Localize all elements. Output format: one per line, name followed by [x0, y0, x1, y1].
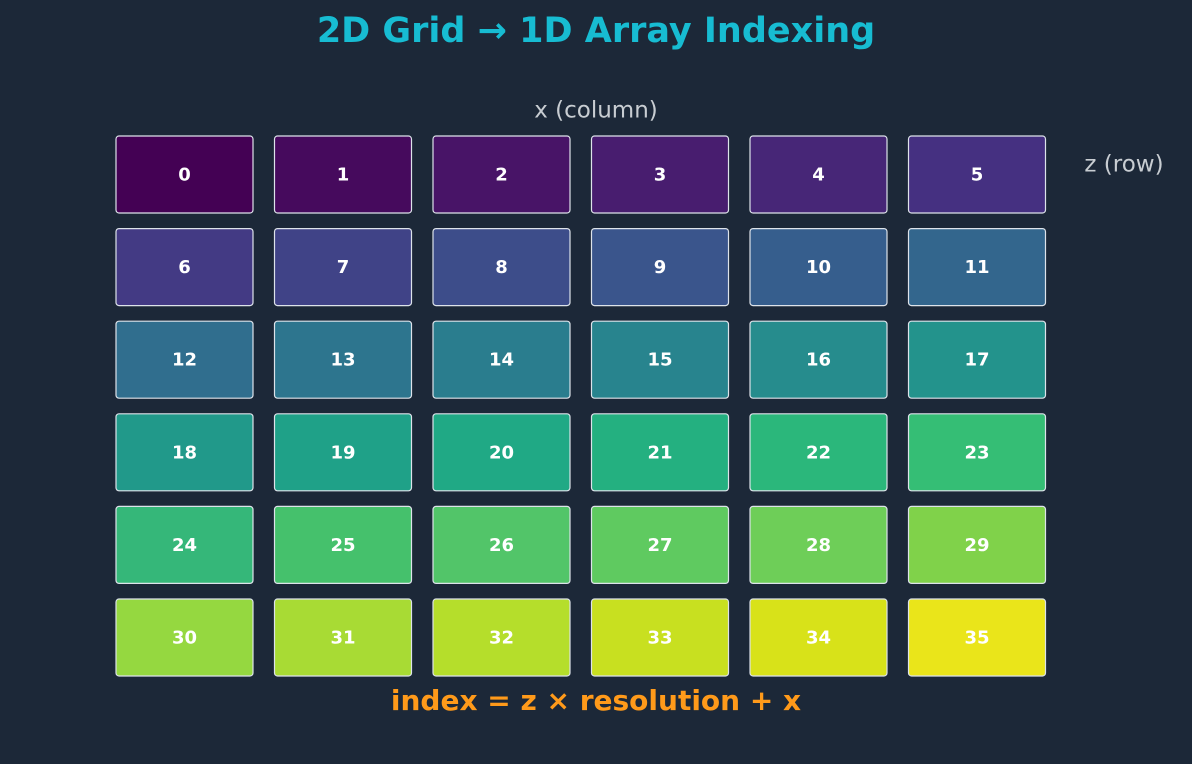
cell-index: 4: [812, 165, 825, 186]
grid-cell: [115, 413, 254, 492]
cell-index: 35: [964, 628, 989, 649]
grid-cell: [273, 413, 413, 492]
cell-index: 24: [172, 535, 197, 556]
cell-index: 3: [654, 165, 667, 186]
grid-cell: [907, 135, 1047, 214]
cell-index: 34: [806, 628, 831, 649]
cell-index: 21: [647, 442, 672, 463]
grid-cell: [749, 135, 888, 214]
cell-index: 18: [172, 442, 197, 463]
cell-index: 14: [489, 350, 514, 371]
grid-cell: [590, 228, 730, 307]
cell-index: 22: [806, 442, 831, 463]
grid-cell: [115, 228, 254, 307]
cell-index: 8: [495, 257, 508, 278]
grid-cell: [590, 598, 730, 677]
cell-index: 13: [330, 350, 355, 371]
grid-cell: [432, 505, 571, 584]
grid-cell: [432, 320, 571, 399]
cell-index: 17: [964, 350, 989, 371]
grid-cell: [273, 228, 413, 307]
grid-cell: [590, 413, 730, 492]
x-label: x (column): [534, 98, 658, 124]
z-label: z (row): [1084, 152, 1163, 178]
grid-cell: [273, 320, 413, 399]
grid-cell: [115, 598, 254, 677]
grid-cell: [749, 505, 888, 584]
grid-cell: [749, 598, 888, 677]
cell-index: 27: [647, 535, 672, 556]
cell-index: 20: [489, 442, 514, 463]
grid-cell: [115, 505, 254, 584]
formula: index = z × resolution + x: [391, 684, 801, 717]
cell-index: 2: [495, 165, 508, 186]
cell-index: 11: [964, 257, 989, 278]
cell-index: 30: [172, 628, 197, 649]
grid-cell: [907, 320, 1047, 399]
grid-cell: [907, 598, 1047, 677]
cell-index: 12: [172, 350, 197, 371]
cell-index: 19: [330, 442, 355, 463]
cell-index: 23: [964, 442, 989, 463]
grid-cell: [590, 505, 730, 584]
cell-index: 10: [806, 257, 831, 278]
grid-cell: [590, 320, 730, 399]
grid-cell: [907, 228, 1047, 307]
grid-cell: [749, 320, 888, 399]
cell-index: 26: [489, 535, 514, 556]
grid-cell: [432, 413, 571, 492]
cell-index: 29: [964, 535, 989, 556]
grid-cell: [432, 135, 571, 214]
grid-cell: [590, 135, 730, 214]
cell-index: 1: [337, 165, 350, 186]
grid-cell: [115, 135, 254, 214]
grid-cell: [273, 598, 413, 677]
cell-index: 25: [330, 535, 355, 556]
cell-index: 15: [647, 350, 672, 371]
cell-index: 5: [971, 165, 984, 186]
cell-index: 31: [330, 628, 355, 649]
cell-index: 28: [806, 535, 831, 556]
cell-index: 7: [337, 257, 350, 278]
cell-index: 32: [489, 628, 514, 649]
cell-index: 0: [178, 165, 191, 186]
grid-cell: [907, 505, 1047, 584]
cell-index: 16: [806, 350, 831, 371]
cell-index: 33: [647, 628, 672, 649]
grid-cell: [749, 413, 888, 492]
grid-cell: [432, 598, 571, 677]
grid-cell: [273, 135, 413, 214]
grid-cell: [115, 320, 254, 399]
grid-cell: [432, 228, 571, 307]
cell-index: 6: [178, 257, 191, 278]
grid-cell: [749, 228, 888, 307]
cell-index: 9: [654, 257, 667, 278]
grid-cell: [907, 413, 1047, 492]
title: 2D Grid → 1D Array Indexing: [317, 11, 875, 51]
grid-cell: [273, 505, 413, 584]
